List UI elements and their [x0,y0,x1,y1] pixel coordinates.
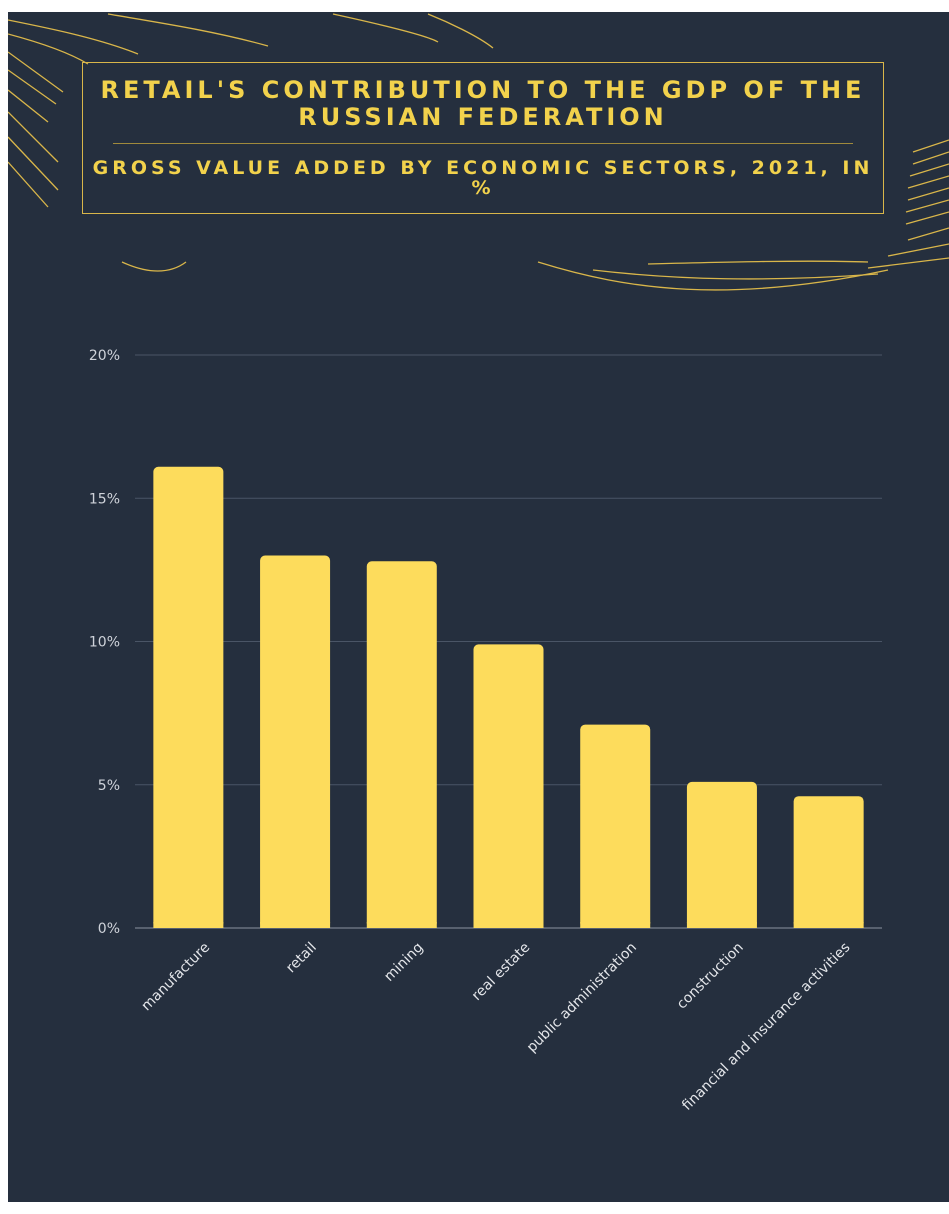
bar-manufacture [153,466,224,928]
y-tick-label: 15% [89,491,120,507]
y-tick-label: 20% [89,348,120,364]
y-tick-label: 5% [98,778,120,794]
decorative-lines [8,13,949,291]
x-category-label: mining [381,940,426,985]
title-box: RETAIL'S CONTRIBUTION TO THE GDP OF THE … [82,62,884,214]
x-category-label: construction [674,940,747,1013]
y-tick-label: 0% [98,921,120,937]
bar-base [153,922,224,928]
x-category-label: financial and insurance activities [679,940,853,1114]
bar-retail [260,555,331,928]
bar-base [793,922,864,928]
bar-construction [686,781,757,928]
bar-base [366,922,437,928]
bar-financial-and-insurance-activities [793,796,864,928]
chart-subtitle: GROSS VALUE ADDED BY ECONOMIC SECTORS, 2… [92,157,874,199]
chart-title: RETAIL'S CONTRIBUTION TO THE GDP OF THE … [100,76,866,131]
x-category-label: real estate [469,940,533,1004]
bar-base [260,922,331,928]
x-category-label: public administration [524,940,640,1056]
bar-base [580,922,651,928]
x-category-label: retail [283,940,320,977]
y-tick-label: 10% [89,635,120,651]
bar-base [473,922,544,928]
poster-background: RETAIL'S CONTRIBUTION TO THE GDP OF THE … [8,12,949,1202]
bar-real-estate [473,644,544,928]
bar-base [686,922,757,928]
x-category-label: manufacture [139,940,214,1015]
bar-chart: 0% 5% 10% 15% 20% manufacture retail mining real… [89,348,882,1114]
bar-public-administration [580,724,651,928]
bar-mining [366,561,437,928]
title-divider [113,143,853,144]
